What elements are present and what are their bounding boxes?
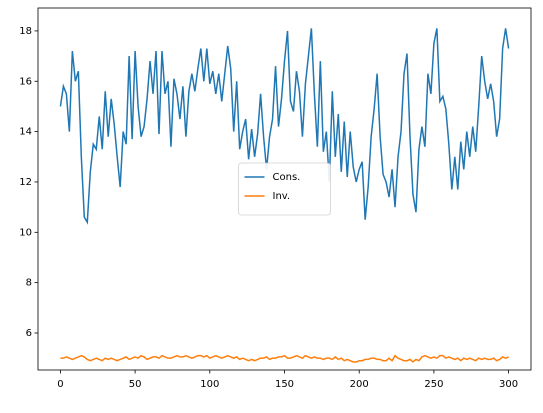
y-tick-label: 10: [19, 227, 32, 238]
y-tick-label: 14: [19, 127, 32, 138]
axes-frame: [37, 7, 532, 371]
x-tick-label: 300: [499, 379, 518, 390]
x-tick-label: 0: [57, 379, 63, 390]
series-line: [60, 354, 509, 363]
x-tick-label: 50: [129, 379, 142, 390]
y-tick-label: 6: [26, 328, 32, 339]
x-tick-label: 250: [424, 379, 443, 390]
legend: Cons. Inv.: [238, 162, 331, 216]
legend-label: Inv.: [273, 191, 291, 202]
y-tick-label: 12: [19, 177, 32, 188]
y-tick-label: 16: [19, 76, 32, 87]
y-tick-label: 8: [26, 278, 32, 289]
series-line: [59, 28, 510, 225]
y-tick-label: 18: [19, 26, 32, 37]
x-tick-label: 200: [350, 379, 369, 390]
x-tick-label: 150: [275, 379, 294, 390]
legend-box: [238, 162, 331, 216]
x-tick-label: 100: [200, 379, 219, 390]
legend-label: Cons.: [273, 172, 301, 183]
